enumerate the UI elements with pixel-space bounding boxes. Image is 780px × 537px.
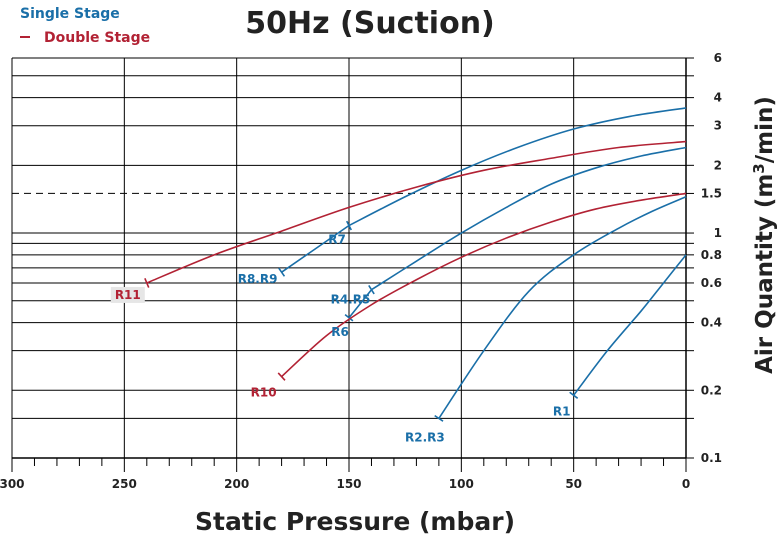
x-axis-label: Static Pressure (mbar) xyxy=(195,507,515,536)
series-line-r6 xyxy=(348,289,373,319)
series-label-r10: R10 xyxy=(251,386,277,400)
series-label-r4-r5: R4.R5 xyxy=(331,293,371,307)
series-label-r6: R6 xyxy=(331,325,349,339)
series-endcap-r11 xyxy=(144,278,150,288)
series-endcap-r6 xyxy=(344,314,354,322)
x-tick-label: 250 xyxy=(112,477,137,491)
x-tick-label: 150 xyxy=(336,477,361,491)
y-tick-label: 0.4 xyxy=(701,316,722,330)
series-label-r8-r9: R8.R9 xyxy=(238,272,278,286)
y-tick-label: 0.6 xyxy=(701,276,722,290)
series-label-r1: R1 xyxy=(553,404,571,418)
y-tick-label: 1.5 xyxy=(701,186,722,200)
series-label-highlight xyxy=(110,286,145,303)
x-tick-label: 200 xyxy=(224,477,249,491)
x-tick-label: 300 xyxy=(0,477,25,491)
series-label-r2-r3: R2.R3 xyxy=(405,430,445,444)
series-endcap-r7 xyxy=(346,220,352,231)
y-tick-label: 1 xyxy=(714,226,722,240)
y-tick-label: 6 xyxy=(714,51,722,65)
curve-labels: R1 R2.R3 R6 R4.R5 R8.R9 R7 R10 R11 xyxy=(110,233,571,444)
series-label-r11: R11 xyxy=(115,288,141,302)
legend-label-single-stage: Single Stage xyxy=(20,6,120,22)
tick-labels: 300 250 200 150 100 50 0 0.1 0.2 0.4 0.6 0.8 1 1.5 2 3 4… xyxy=(0,51,722,491)
x-tick-label: 100 xyxy=(449,477,474,491)
series-endcap-r4-r5 xyxy=(368,285,375,295)
y-axis-label: Air Quantity (m3/min) xyxy=(750,96,778,374)
y-tick-label: 3 xyxy=(714,119,722,133)
y-tick-label: 0.1 xyxy=(701,451,722,465)
series-line-r11 xyxy=(146,140,687,284)
x-tick-label: 50 xyxy=(565,477,582,491)
series-lines xyxy=(144,107,687,422)
series-line-r4-r5 xyxy=(371,146,687,291)
series-line-r2-r3 xyxy=(438,196,687,419)
series-label-r7: R7 xyxy=(328,233,346,247)
series-endcap-r2-r3 xyxy=(434,414,444,422)
gridlines xyxy=(11,57,694,472)
series-line-r8-r9 xyxy=(281,224,350,273)
series-endcap-r8-r9 xyxy=(278,267,286,277)
y-tick-label: 4 xyxy=(714,91,722,105)
legend-label-double-stage: Double Stage xyxy=(44,30,150,46)
series-endcap-r1 xyxy=(569,391,579,399)
legend: Single Stage Double Stage xyxy=(20,6,150,46)
y-tick-label: 0.2 xyxy=(701,383,722,397)
series-line-r10 xyxy=(281,192,687,378)
y-tick-label: 0.8 xyxy=(701,248,722,262)
series-line-r1 xyxy=(573,254,687,396)
chart-title: 50Hz (Suction) xyxy=(245,6,495,41)
y-tick-label: 2 xyxy=(714,158,722,172)
series-endcap-r10 xyxy=(277,372,286,381)
x-tick-label: 0 xyxy=(682,477,690,491)
series-line-r7 xyxy=(348,107,687,227)
